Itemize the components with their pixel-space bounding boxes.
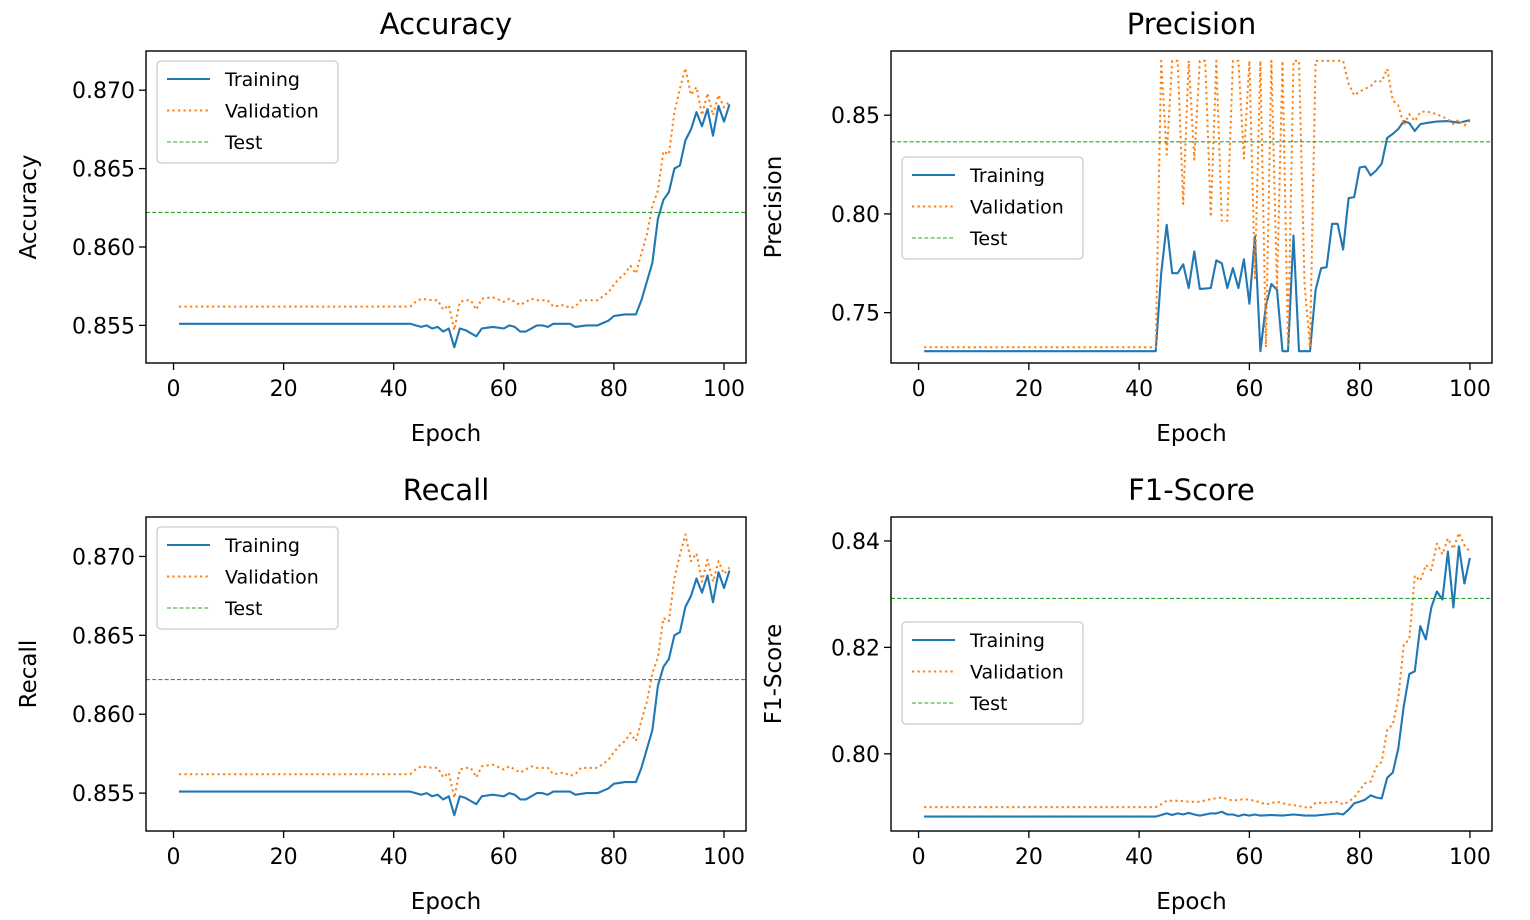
legend-box xyxy=(901,156,1084,260)
legend-label-test: Test xyxy=(224,132,262,154)
y-tick-label: 0.80 xyxy=(831,743,880,768)
series-line-validation xyxy=(179,533,731,799)
legend-label-test: Test xyxy=(969,228,1007,250)
x-tick-label: 100 xyxy=(703,845,745,870)
legend-box xyxy=(156,60,339,164)
legend-box xyxy=(156,526,339,630)
x-axis-label: Epoch xyxy=(411,421,481,447)
legend: Training Validation Test xyxy=(156,60,339,164)
x-tick-label: 100 xyxy=(1449,845,1491,870)
x-tick-label: 0 xyxy=(167,377,181,402)
x-axis-label: Epoch xyxy=(411,889,481,915)
axes-frame xyxy=(145,516,747,832)
x-tick-label: 0 xyxy=(912,377,926,402)
legend-label-validation: Validation xyxy=(970,197,1064,219)
x-tick-label: 60 xyxy=(1235,377,1263,402)
y-tick-label: 0.85 xyxy=(831,104,880,129)
x-axis-label: Epoch xyxy=(1156,421,1226,447)
x-tick-label: 80 xyxy=(600,377,628,402)
y-tick-label: 0.80 xyxy=(831,203,880,228)
x-tick-label: 20 xyxy=(270,377,298,402)
chart-panel-f1-score: F1-Score 0 20 40 60 80 100 0.80 0.82 0.84 Epoch F1-… xyxy=(761,473,1493,915)
axes-frame xyxy=(145,50,747,364)
legend-label-validation: Validation xyxy=(225,101,319,123)
x-tick-label: 40 xyxy=(1125,845,1153,870)
series-line-validation xyxy=(179,67,731,332)
x-tick-label: 60 xyxy=(490,845,518,870)
plot-area xyxy=(146,533,746,817)
y-tick-label: 0.865 xyxy=(72,158,135,183)
y-tick-label: 0.860 xyxy=(72,703,135,728)
y-tick-label: 0.75 xyxy=(831,302,880,327)
series-line-validation xyxy=(924,59,1471,349)
chart-panel-accuracy: Accuracy 0 20 40 60 80 100 0.855 0.860 0.865 0.870… xyxy=(16,7,747,447)
y-axis-label: Recall xyxy=(16,640,42,709)
series-line-training xyxy=(179,103,731,349)
x-tick-label: 40 xyxy=(380,377,408,402)
legend-label-test: Test xyxy=(969,693,1007,715)
x-tick-label: 80 xyxy=(600,845,628,870)
x-tick-label: 100 xyxy=(1449,377,1491,402)
legend: Training Validation Test xyxy=(901,156,1084,260)
chart-panel-precision: Precision 0 20 40 60 80 100 0.75 0.80 0.85 Epoch Pr… xyxy=(761,7,1493,447)
chart-title: F1-Score xyxy=(1128,473,1255,507)
y-tick-label: 0.870 xyxy=(72,79,135,104)
legend-label-training: Training xyxy=(969,165,1045,187)
legend-label-training: Training xyxy=(224,69,300,91)
chart-panel-recall: Recall 0 20 40 60 80 100 0.855 0.860 0.865 0.870 Ep… xyxy=(16,473,747,915)
y-tick-label: 0.870 xyxy=(72,545,135,570)
y-tick-label: 0.82 xyxy=(831,636,880,661)
y-axis-label: F1-Score xyxy=(761,624,787,725)
legend-label-validation: Validation xyxy=(970,662,1064,684)
y-tick-label: 0.855 xyxy=(72,782,135,807)
legend: Training Validation Test xyxy=(156,526,339,630)
series-line-training xyxy=(179,570,731,817)
series-line-training xyxy=(924,119,1471,353)
legend-label-test: Test xyxy=(224,598,262,620)
y-axis-label: Precision xyxy=(761,156,787,259)
x-tick-label: 40 xyxy=(380,845,408,870)
x-tick-label: 40 xyxy=(1125,377,1153,402)
plot-area xyxy=(891,532,1492,818)
legend-label-training: Training xyxy=(969,630,1045,652)
y-tick-label: 0.84 xyxy=(831,530,880,555)
axes-frame xyxy=(890,516,1493,832)
plot-area xyxy=(891,59,1492,353)
legend-label-validation: Validation xyxy=(225,567,319,589)
y-axis-label: Accuracy xyxy=(16,154,42,259)
legend-label-training: Training xyxy=(224,535,300,557)
x-tick-label: 80 xyxy=(1346,845,1374,870)
series-line-training xyxy=(924,545,1471,818)
x-tick-label: 60 xyxy=(490,377,518,402)
x-tick-label: 0 xyxy=(912,845,926,870)
legend-box xyxy=(901,621,1084,725)
x-tick-label: 20 xyxy=(1015,845,1043,870)
y-tick-label: 0.860 xyxy=(72,236,135,261)
x-tick-label: 20 xyxy=(1015,377,1043,402)
x-tick-label: 100 xyxy=(703,377,745,402)
chart-title: Precision xyxy=(1127,7,1256,41)
legend: Training Validation Test xyxy=(901,621,1084,725)
plot-area xyxy=(146,67,746,349)
x-axis-label: Epoch xyxy=(1156,889,1226,915)
x-tick-label: 80 xyxy=(1346,377,1374,402)
axes-frame xyxy=(890,50,1493,364)
chart-title: Recall xyxy=(403,473,490,507)
x-tick-label: 0 xyxy=(167,845,181,870)
x-tick-label: 60 xyxy=(1235,845,1263,870)
y-tick-label: 0.865 xyxy=(72,624,135,649)
x-tick-label: 20 xyxy=(270,845,298,870)
y-tick-label: 0.855 xyxy=(72,314,135,339)
chart-title: Accuracy xyxy=(380,7,512,41)
